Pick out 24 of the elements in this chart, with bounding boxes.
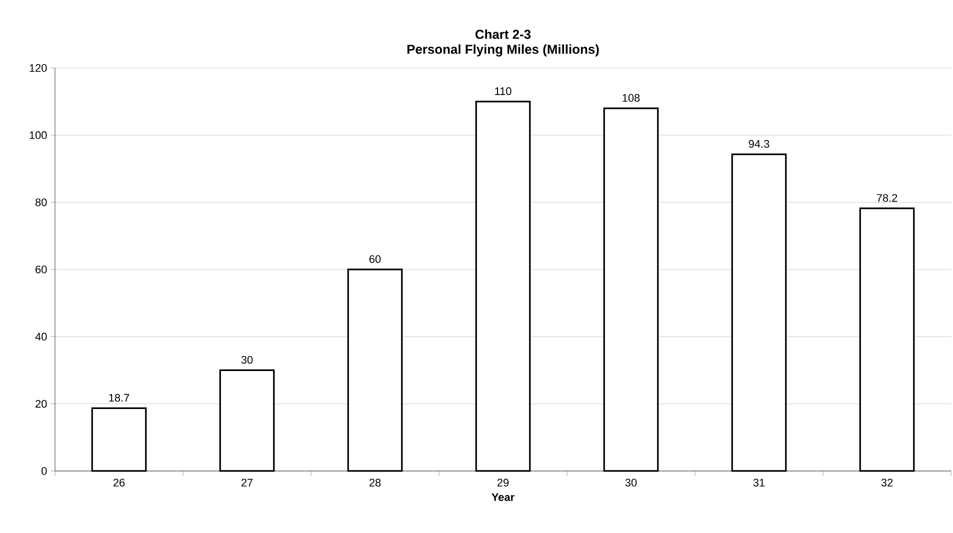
- y-tick-label: 20: [36, 400, 47, 408]
- x-tick-label: 27: [241, 478, 253, 486]
- y-tick-label: 120: [30, 64, 47, 72]
- data-label: 108: [622, 94, 640, 102]
- chart-title: Chart 2-3: [475, 29, 531, 39]
- x-tick-label: 32: [881, 478, 893, 487]
- chart-subtitle: Personal Flying Miles (Millions): [407, 44, 599, 56]
- data-label: 94.3: [748, 140, 770, 148]
- data-label: 18.7: [109, 394, 130, 402]
- y-tick-label: 40: [35, 332, 47, 341]
- data-label: 110: [495, 87, 512, 96]
- data-label: 60: [369, 255, 381, 263]
- x-axis-title: Year: [492, 493, 514, 502]
- data-label: 78.2: [876, 194, 898, 202]
- x-tick-label: 29: [497, 478, 509, 487]
- x-tick-label: 28: [369, 478, 381, 487]
- x-tick-label: 31: [753, 478, 765, 487]
- y-tick-label: 80: [36, 198, 47, 206]
- y-tick-label: 60: [36, 266, 47, 274]
- x-tick-label: 30: [625, 478, 637, 487]
- x-tick-label: 26: [113, 478, 125, 487]
- y-tick-label: 100: [30, 131, 47, 140]
- y-tick-label: 0: [42, 467, 47, 475]
- data-label: 30: [241, 356, 253, 364]
